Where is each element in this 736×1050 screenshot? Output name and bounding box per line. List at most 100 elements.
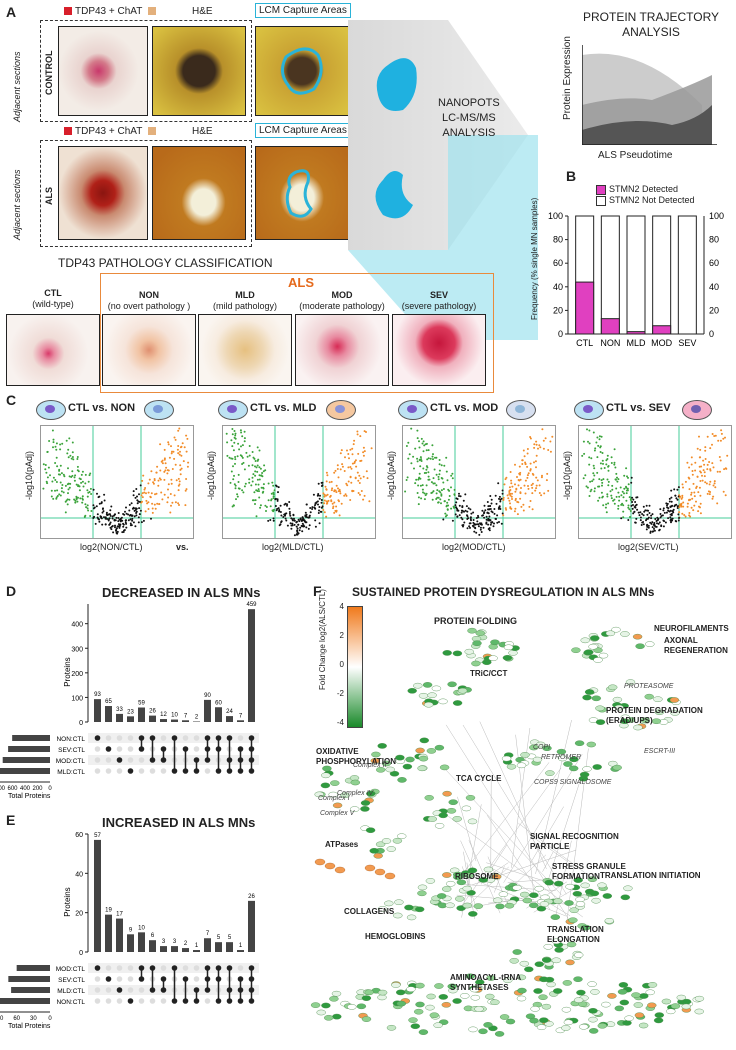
tick-label-left: 0 [558, 329, 563, 339]
nucleus-icon [45, 405, 55, 413]
network-label: Complex II [353, 762, 387, 769]
nucleus-icon [335, 405, 345, 413]
control-lcm-image [255, 26, 349, 116]
nucleus-icon [691, 405, 701, 413]
network-node [331, 990, 342, 997]
network-node [536, 1024, 547, 1031]
network-node [604, 917, 614, 924]
tick-label-right: 100 [709, 211, 724, 221]
volcano-plot-2 [222, 425, 376, 539]
class-code: MOD [331, 290, 353, 300]
totals-tick: 400 [20, 786, 31, 792]
network-node [564, 900, 574, 906]
network-node [581, 924, 591, 931]
upset-bar [215, 942, 222, 952]
network-node [452, 700, 463, 706]
network-label: AMINOACYL-tRNA SYNTHETASES [450, 973, 521, 992]
class-label-sev: SEV (severe pathology) [392, 290, 486, 312]
network-node [586, 741, 596, 748]
upset-bar [193, 950, 200, 952]
network-node [439, 764, 450, 771]
network-node [516, 974, 527, 981]
bar-value-label: 2 [195, 715, 199, 721]
volcano-title: CTL vs. MLD [250, 402, 317, 414]
network-node [614, 704, 624, 711]
bar-not-detected-SEV [677, 215, 697, 335]
upset-bar [105, 914, 112, 952]
volcano-svg [579, 426, 731, 538]
network-edge [548, 772, 583, 880]
network-node [601, 1001, 611, 1008]
network-node [517, 987, 527, 994]
network-node [622, 1020, 632, 1026]
network-edge [462, 724, 567, 895]
network-node [406, 914, 417, 921]
matrix-dot [116, 998, 123, 1004]
tick-label: 200 [71, 671, 83, 678]
matrix-dot [182, 735, 189, 741]
network-node [321, 1002, 331, 1009]
volcano-plot-4 [578, 425, 732, 539]
ctl-cell-icon [574, 400, 604, 420]
upset-bar [226, 716, 233, 722]
network-node [587, 876, 598, 883]
network-edge [535, 719, 572, 875]
matrix-dot [204, 998, 211, 1004]
bar-value-label: 57 [94, 833, 101, 839]
matrix-dot [105, 768, 112, 774]
network-node [452, 998, 462, 1004]
network-node-orange [374, 868, 386, 876]
class-code: MLD [235, 290, 255, 300]
class-desc: (mild pathology) [212, 301, 278, 311]
network-node [485, 993, 495, 1000]
category-label-SEV: SEV [678, 338, 696, 348]
tick-label: 60 [75, 832, 83, 839]
network-node [561, 1025, 571, 1031]
network-edge [460, 840, 480, 883]
bar-value-label: 3 [162, 939, 166, 945]
network-node [375, 766, 386, 773]
network-node [524, 966, 534, 973]
control-row-label: CONTROL [44, 50, 54, 96]
network-node [571, 647, 581, 654]
colorbar-tick: 0 [339, 660, 344, 669]
network-node [429, 1012, 440, 1019]
network-label: Complex IV [337, 790, 374, 797]
network-node [478, 1028, 488, 1035]
lcm-label-2: LCM Capture Areas [255, 123, 351, 138]
volcano-xlabel: log2(MLD/CTL) [262, 542, 324, 552]
panelB-ylabel: Frequency (% single MN samples) [530, 197, 539, 320]
network-node [588, 1016, 598, 1023]
network-node [392, 837, 403, 844]
network-node [460, 993, 470, 999]
network-node [417, 890, 427, 897]
network-node [417, 884, 428, 891]
network-node [310, 1002, 321, 1008]
network-label: NEUROFILAMENTS [654, 624, 729, 633]
network-node [661, 998, 672, 1005]
matrix-dot [149, 768, 156, 774]
matrix-dot [160, 768, 167, 774]
volcano-xlabel: log2(SEV/CTL) [618, 542, 679, 552]
network-node [645, 989, 655, 996]
network-label: COPI [533, 744, 551, 751]
network-node [406, 986, 416, 993]
class-image-mld [198, 314, 292, 386]
network-node [396, 833, 407, 839]
network-node [554, 947, 564, 953]
matrix-dot [127, 998, 134, 1004]
network-node [512, 949, 522, 955]
network-node [670, 710, 680, 716]
lcm-label-1: LCM Capture Areas [255, 3, 351, 18]
ctl-cell-icon [218, 400, 248, 420]
network-node [504, 902, 515, 909]
network-node [468, 1026, 478, 1033]
network-label: TRANSLATION INITIATION [600, 871, 701, 880]
network-node [545, 770, 555, 776]
matrix-dot [138, 757, 145, 763]
upset-bar [248, 900, 255, 952]
totals-tick: 0 [48, 786, 52, 792]
network-node [572, 890, 582, 897]
upset-bar [127, 934, 134, 952]
matrix-dot [182, 965, 189, 971]
